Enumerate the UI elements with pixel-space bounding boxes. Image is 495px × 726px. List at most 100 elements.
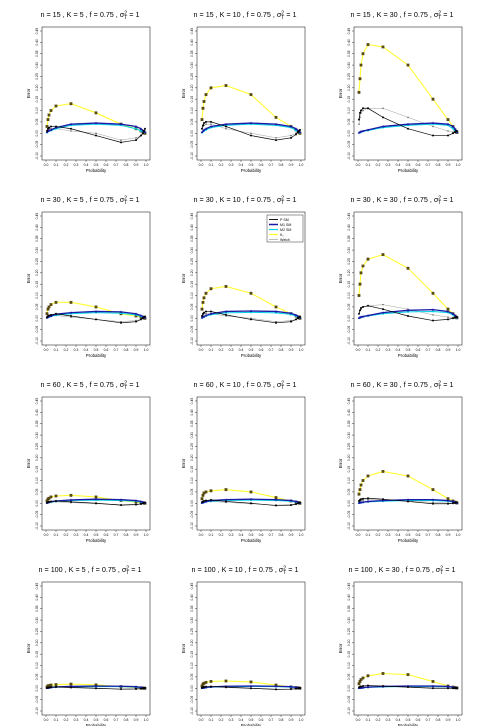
data-point [202,128,206,131]
data-point [275,688,277,691]
y-tick-label: 0.05 [347,489,351,496]
data-point [139,500,143,503]
data-point [381,126,385,129]
data-point [367,304,369,307]
x-tick-label: 0.8 [124,348,129,352]
y-tick-label: 0.45 [35,28,39,35]
y-axis-label: Error [338,643,343,653]
y-axis-label: Error [181,88,186,98]
panel-title-sup: 2 [124,380,127,386]
y-tick-label: 0.05 [190,119,194,126]
data-point [274,115,278,119]
x-tick-label: 0.6 [104,718,109,722]
x-tick-label: 0.5 [406,163,411,167]
data-point [446,118,450,122]
x-tick-label: 0.8 [279,348,284,352]
data-point [224,122,228,126]
y-tick-label: 0.00 [347,500,351,507]
data-point [361,500,365,504]
x-tick-label: 0.9 [134,533,139,537]
x-tick-label: 0.0 [44,533,49,537]
data-point [204,314,208,317]
data-point [210,498,212,501]
x-tick-label: 0.4 [239,718,244,722]
y-tick-label: 0.45 [35,398,39,405]
data-point [432,502,434,505]
data-point [144,686,146,689]
chart-panel: n = 30 , K = 5 , f = 0.75 , σ2 T = 1 0.0 0.… [26,195,151,358]
data-point [201,300,205,304]
data-point [275,504,277,507]
data-point [274,310,278,313]
y-tick-label: 0.35 [347,605,351,612]
x-tick-label: 0.9 [289,533,294,537]
x-tick-label: 0.6 [104,348,109,352]
x-tick-label: 0.3 [229,533,234,537]
x-tick-label: 0.4 [84,533,89,537]
y-tick-label: -0.05 [35,696,39,704]
data-point [204,291,208,295]
data-point [94,497,98,501]
data-point [295,133,297,136]
panel-title-end: = 1 [443,565,455,574]
series-line [358,254,458,319]
x-tick-label: 0.9 [446,533,451,537]
x-tick-label: 0.5 [94,718,99,722]
data-point [209,287,213,291]
x-tick-label: 0.0 [44,348,49,352]
data-point [45,125,49,128]
y-tick-label: 0.30 [190,617,194,624]
x-tick-label: 0.9 [446,348,451,352]
data-point [431,684,435,687]
data-point [202,129,206,133]
data-point [205,310,207,313]
data-point [55,685,57,688]
data-point [54,300,58,304]
y-tick-label: 0.10 [35,662,39,669]
panel-title: n = 30 , K = 10 , f = 0.75 , σ2 T = 1 [194,195,297,206]
x-tick-label: 0.7 [426,533,431,537]
x-tick-label: 0.3 [386,718,391,722]
x-axis-label: Probability [241,723,262,726]
x-tick-label: 1.0 [299,533,304,537]
data-point [289,311,293,315]
data-point [139,314,143,317]
data-point [134,125,138,128]
panel-title-sup: 2 [283,565,286,571]
data-point [225,313,227,316]
data-point [69,493,73,497]
data-point [432,687,434,690]
y-tick-label: 0.20 [35,639,39,646]
data-point [144,501,146,504]
data-point [406,498,410,501]
x-tick-label: 0.9 [134,348,139,352]
data-point [205,685,207,688]
panel-title-sub: T [281,15,284,21]
data-point [249,680,253,684]
data-point [47,305,51,309]
panel-title-end: = 1 [286,565,298,574]
data-point [295,503,297,506]
x-tick-label: 0.5 [94,348,99,352]
x-tick-label: 0.2 [64,533,69,537]
y-tick-label: 0.05 [347,674,351,681]
data-point [294,685,298,689]
data-point [249,497,253,501]
y-tick-label: -0.10 [35,152,39,160]
panel-title-main: n = 15 , K = 10 , f = 0.75 , σ [194,10,282,19]
y-tick-label: 0.35 [347,420,351,427]
chart-panel: n = 100 , K = 10 , f = 0.75 , σ2 T = 1 0.0… [181,565,306,726]
data-point [210,123,212,125]
y-tick-label: 0.35 [190,50,194,57]
series-line [46,103,146,134]
data-point [55,500,57,502]
x-tick-label: 0.4 [239,348,244,352]
chart-panel: n = 100 , K = 5 , f = 0.75 , σ2 T = 10.0 0… [26,565,151,726]
data-point [362,305,364,308]
data-point [289,126,293,129]
data-point [204,680,208,684]
x-tick-label: 0.0 [199,163,204,167]
panel-title-sub: T [281,200,284,206]
data-point [451,125,455,128]
y-tick-label: 0.00 [190,130,194,137]
